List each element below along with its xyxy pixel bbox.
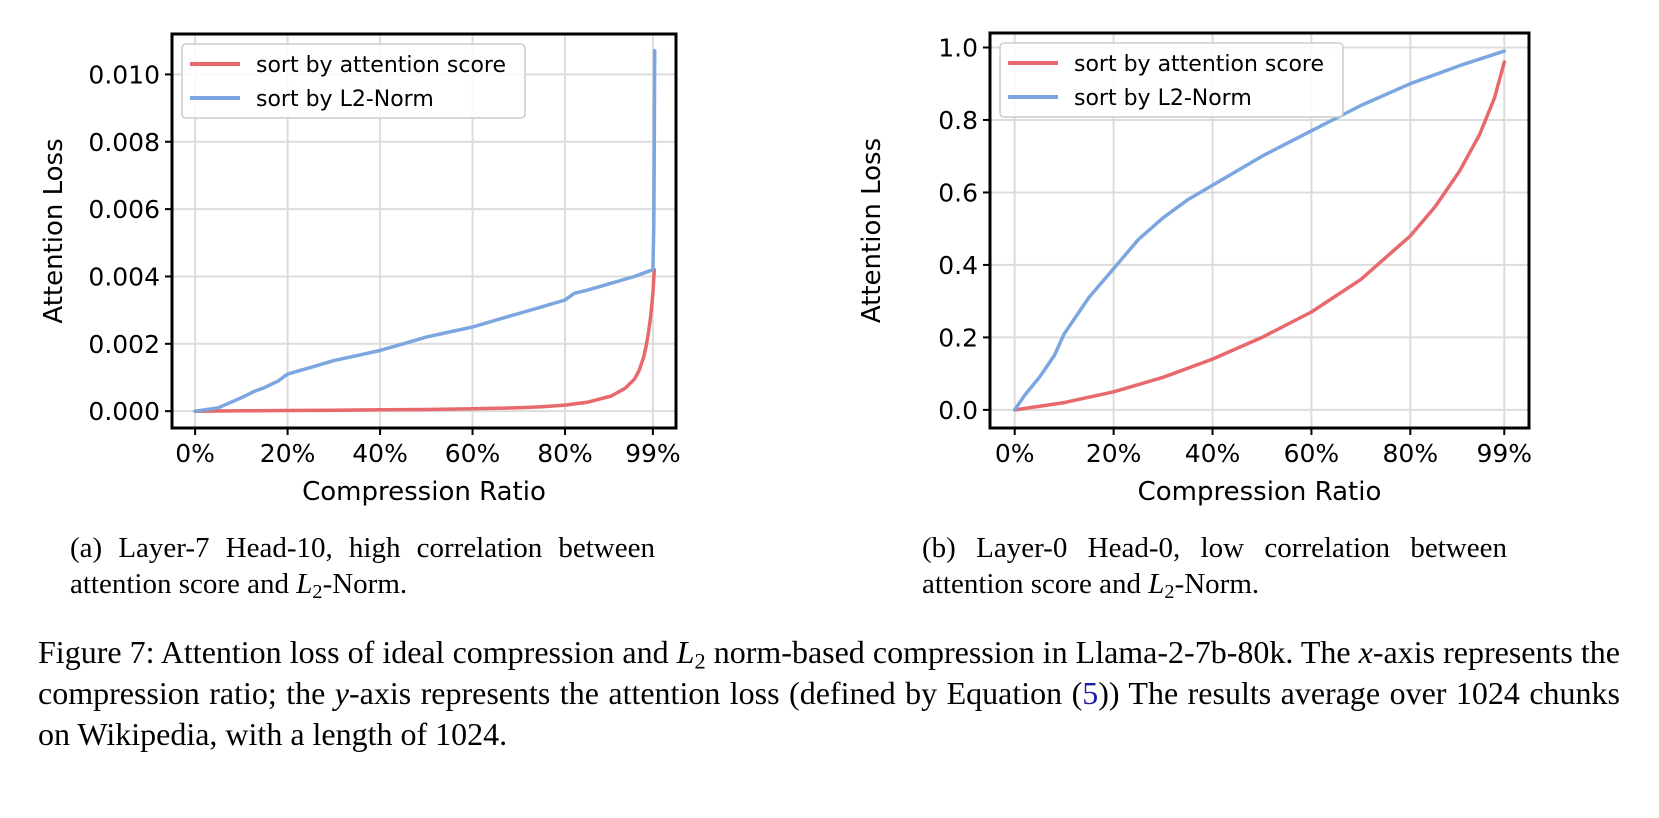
y-tick-label: 0.4 [938, 251, 978, 280]
plot-frame [988, 31, 1531, 430]
legend-box [999, 42, 1344, 118]
figure-charts: 0% 20% 40% 60% 80% 99% 0.000 0.002 0.004 0.006 0.0… [39, 31, 1532, 507]
y-tick-label: 0.0 [938, 396, 978, 425]
x-tick-label: 99% [625, 439, 681, 468]
x-axis-label: Compression Ratio [1138, 477, 1382, 507]
x-tick-label: 20% [1086, 439, 1142, 468]
x-axis-label: Compression Ratio [302, 477, 546, 507]
x-tick-label: 80% [1383, 439, 1439, 468]
x-tick-label: 20% [260, 439, 316, 468]
chart-a: 0% 20% 40% 60% 80% 99% 0.000 0.002 0.004 0.006 0.0… [39, 32, 681, 507]
y-tick-label: 0.002 [88, 330, 160, 359]
subcaption-b: (b) Layer-0 Head-0, low correlation betw… [922, 530, 1507, 602]
y-tick-label: 0.8 [938, 106, 978, 135]
caption-part-3: -axis represents the compression ratio; … [38, 634, 1621, 711]
y-tick-label: 0.006 [88, 195, 160, 224]
series-line-l2-norm [1012, 49, 1507, 412]
y-axis-label: Attention Loss [39, 138, 69, 323]
caption-math-x: x [1358, 634, 1373, 670]
legend: sort by attention score sort by L2-Norm [181, 43, 526, 119]
y-tick-label: 0.6 [938, 178, 978, 207]
caption-part-5: )) The results average over 1024 chunks … [38, 675, 1621, 752]
y-tick-label: 1.0 [938, 33, 978, 62]
caption-math-L: L [676, 634, 695, 670]
legend: sort by attention score sort by L2-Norm [999, 42, 1344, 118]
x-tick-label: 80% [537, 439, 593, 468]
subcaption-a: (a) Layer-7 Head-10, high correlation be… [70, 530, 655, 602]
subcaption-b-text: (b) Layer-0 Head-0, low correlation betw… [922, 532, 1507, 600]
subcaption-a-math-sub: 2 [312, 581, 323, 604]
subcaption-a-suffix: -Norm. [322, 568, 408, 600]
caption-math-y: y [334, 675, 349, 711]
plot-frame [170, 32, 678, 430]
caption-part-1: Figure 7: Attention loss of ideal compre… [38, 634, 677, 670]
y-tick-label: 0.008 [88, 128, 160, 157]
x-tick-label: 40% [352, 439, 408, 468]
subcaption-b-suffix: -Norm. [1174, 568, 1260, 600]
chart-b: 0% 20% 40% 60% 80% 99% 0.0 0.2 0.4 0.6 0.8 1.0 Compr… [857, 31, 1532, 507]
subcaption-a-text: (a) Layer-7 Head-10, high correlation be… [70, 532, 655, 600]
caption-part-2: norm-based compression in Llama-2-7b-80k… [705, 634, 1359, 670]
x-tick-label: 0% [175, 439, 215, 468]
legend-label-attention-score: sort by attention score [256, 53, 506, 78]
x-tick-label: 60% [1284, 439, 1340, 468]
equation-reference-link[interactable]: 5 [1082, 675, 1099, 711]
series-line-attention-score [193, 267, 657, 413]
legend-box [181, 43, 526, 119]
legend-label-attention-score: sort by attention score [1074, 52, 1324, 77]
x-tick-label: 99% [1476, 439, 1532, 468]
x-tick-label: 0% [995, 439, 1035, 468]
y-tick-label: 0.000 [88, 397, 160, 426]
y-tick-label: 0.010 [88, 60, 160, 89]
x-tick-label: 60% [445, 439, 501, 468]
caption-math-L-sub: 2 [694, 648, 706, 674]
series-line-attention-score [1012, 60, 1507, 412]
subcaption-a-math-var: L [296, 568, 313, 600]
x-tick-label: 40% [1185, 439, 1241, 468]
figure-caption: Figure 7: Attention loss of ideal compre… [38, 632, 1620, 755]
caption-part-4: -axis represents the attention loss (def… [348, 675, 1083, 711]
series-line-l2-norm [193, 49, 657, 413]
subcaption-b-math-sub: 2 [1164, 581, 1175, 604]
y-tick-label: 0.2 [938, 323, 978, 352]
y-axis-label: Attention Loss [857, 138, 887, 323]
legend-label-l2-norm: sort by L2-Norm [256, 87, 434, 112]
y-tick-label: 0.004 [88, 262, 160, 291]
legend-label-l2-norm: sort by L2-Norm [1074, 86, 1252, 111]
subcaption-b-math-var: L [1148, 568, 1165, 600]
